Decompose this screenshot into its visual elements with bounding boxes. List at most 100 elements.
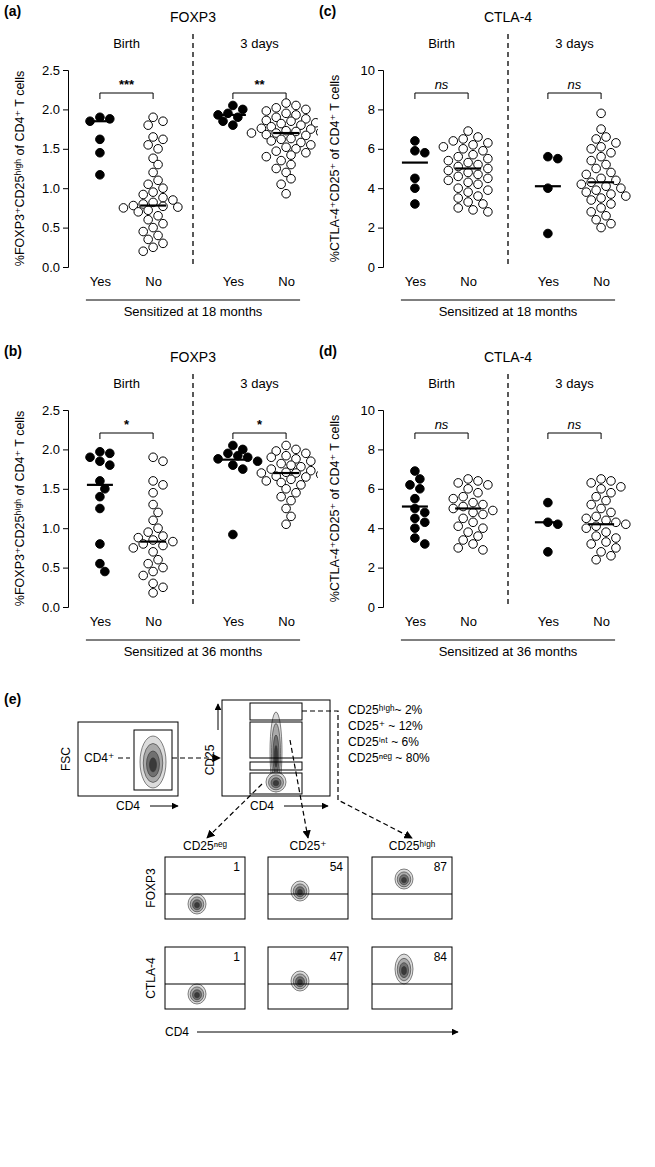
x-tick: No (278, 607, 295, 629)
percent-label: 47 (330, 950, 344, 964)
point (454, 544, 463, 553)
point (416, 475, 425, 484)
point (287, 117, 296, 126)
point (444, 176, 453, 185)
point (607, 508, 616, 517)
point (421, 148, 430, 157)
contour-level (271, 778, 281, 788)
significance-label: * (257, 417, 263, 432)
point (474, 133, 483, 142)
y-tick-mark (63, 410, 68, 411)
points (86, 99, 318, 256)
y-tick-mark (378, 528, 383, 529)
point (267, 137, 276, 146)
y-tick: 2 (368, 220, 383, 235)
point (149, 133, 158, 142)
point (159, 117, 168, 126)
y-axis-line (378, 411, 384, 608)
y-tick-label: 8 (368, 442, 375, 457)
point (154, 555, 163, 564)
point (607, 190, 616, 199)
contour-level (140, 736, 166, 788)
point (544, 548, 553, 557)
point (597, 152, 606, 161)
gate-label: CD25ʰⁱᵍʰ~ 2% (348, 703, 423, 717)
point (582, 170, 591, 179)
point (154, 145, 163, 154)
x-tick: No (145, 267, 162, 289)
point (607, 219, 616, 228)
point (96, 447, 105, 456)
contour (291, 971, 309, 991)
point (416, 485, 425, 494)
point (159, 481, 168, 490)
group-label: 3 days (555, 36, 594, 51)
gate-label: CD25ⁿᵉᵍ ~ 80% (348, 751, 430, 765)
point (154, 508, 163, 517)
y-tick-mark (63, 607, 68, 608)
contour (188, 894, 206, 914)
significance-bracket (548, 93, 601, 99)
contour-level (274, 746, 277, 768)
point (292, 101, 301, 110)
y-tick-mark (63, 188, 68, 189)
point (607, 477, 616, 486)
panel-label: (c) (319, 3, 336, 19)
point (411, 174, 420, 183)
significance-label: ns (568, 77, 582, 92)
y-tick: 4 (368, 181, 383, 196)
plot-frame (78, 722, 178, 796)
gate-link (207, 784, 262, 838)
significance-bracket (415, 93, 468, 99)
point (479, 546, 488, 555)
point (287, 151, 296, 160)
point (411, 146, 420, 155)
point (479, 524, 488, 533)
median-line (87, 120, 113, 122)
x-tick: No (145, 607, 162, 629)
x-tick: Yes (223, 267, 245, 289)
x-tick: Yes (405, 607, 427, 629)
point (277, 180, 286, 189)
y-tick-label: 6 (368, 141, 375, 156)
point (607, 148, 616, 157)
point (587, 540, 596, 549)
point (139, 227, 148, 236)
y-tick: 0.0 (42, 600, 68, 615)
percent-label: 84 (434, 950, 448, 964)
gating-panel: (e)FSCCD4CD4⁺CD25CD4CD25ʰⁱᵍʰ~ 2%CD25⁺ ~ … (4, 691, 458, 1039)
point (144, 559, 153, 568)
x-axis: YesNoYesNo (90, 607, 295, 629)
point (617, 184, 626, 193)
x-tick-label: Yes (223, 614, 245, 629)
point (144, 180, 153, 189)
median-line (220, 114, 246, 116)
point (316, 470, 318, 479)
contour-level (190, 897, 204, 912)
gate (250, 773, 302, 794)
contour-level (395, 954, 413, 984)
x-title-rule (401, 640, 615, 641)
significance-bracket (415, 433, 468, 439)
point (553, 154, 562, 163)
x-tick-label: No (460, 274, 477, 289)
point (612, 534, 621, 543)
group-label: 3 days (240, 376, 279, 391)
point (592, 532, 601, 541)
contour-level (291, 881, 309, 901)
point (577, 180, 586, 189)
point (267, 453, 276, 462)
y-tick-label: 10 (361, 403, 375, 418)
point (229, 530, 238, 539)
y-tick-label: 1.0 (42, 181, 60, 196)
panel-label: (d) (319, 343, 337, 359)
contour-level (147, 751, 160, 777)
significance-label: ns (568, 417, 582, 432)
y-tick-label: 8 (368, 102, 375, 117)
point (154, 160, 163, 169)
point (602, 133, 611, 142)
point (229, 101, 238, 110)
point (464, 485, 473, 494)
significance-label: ** (254, 77, 265, 92)
x-tick-label: Yes (538, 614, 560, 629)
